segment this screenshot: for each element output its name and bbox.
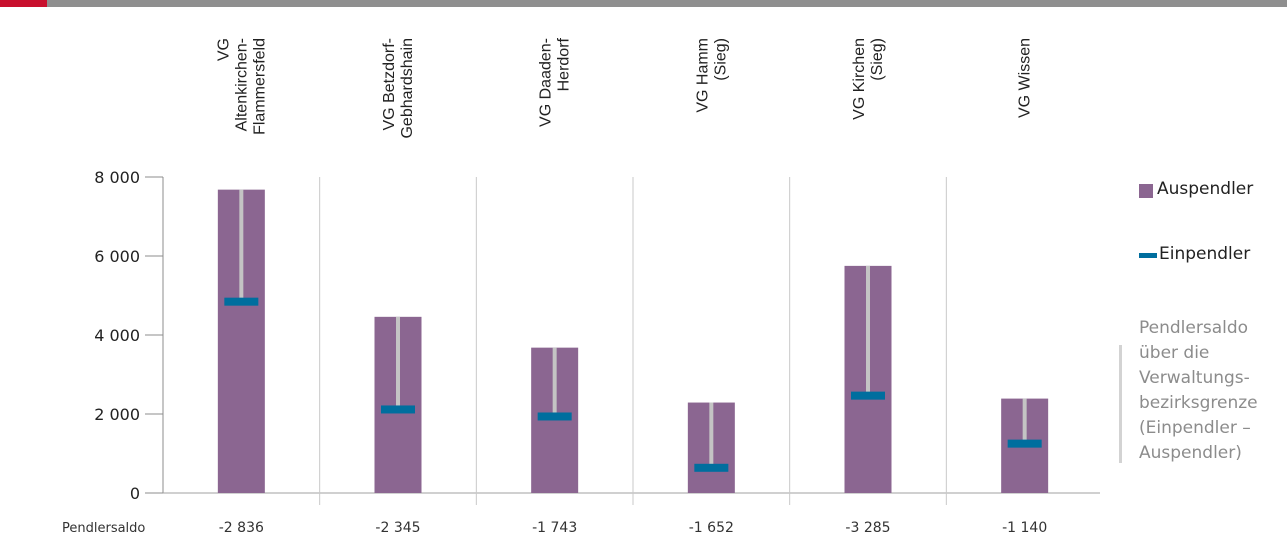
category-label: VG Daaden-Herdorf <box>538 37 573 126</box>
category-label: VG Wissen <box>1017 38 1034 118</box>
pendlersaldo-value: -1 743 <box>532 520 577 536</box>
category-label: VG Hamm(Sieg) <box>694 38 729 113</box>
header-accent <box>0 0 47 7</box>
legend-auspendler-swatch <box>1139 184 1153 198</box>
category-label: VGAltenkirchen-Flammersfeld <box>215 38 268 135</box>
pendlersaldo-value: -2 345 <box>375 520 420 536</box>
einpendler-marker <box>851 391 885 400</box>
einpendler-marker <box>537 412 572 421</box>
y-tick-label: 8 000 <box>94 168 140 187</box>
einpendler-marker <box>381 405 415 414</box>
einpendler-marker <box>1007 439 1042 448</box>
category-label: VG Kirchen(Sieg) <box>851 38 886 120</box>
pendlersaldo-value: -1 652 <box>689 520 734 536</box>
y-tick-label: 4 000 <box>94 326 140 345</box>
legend-einpendler-label: Einpendler <box>1159 244 1251 264</box>
y-tick-label: 6 000 <box>94 247 140 266</box>
y-tick-label: 0 <box>130 484 140 503</box>
pendlersaldo-value: -3 285 <box>845 520 890 536</box>
category-label: VG Betzdorf-Gebhardshain <box>381 38 416 139</box>
legend-einpendler-marker <box>1139 253 1157 258</box>
pendlersaldo-value: -1 140 <box>1002 520 1047 536</box>
annotation-divider <box>1119 345 1122 463</box>
saldo-annotation: Pendlersaldo über die Verwaltungs- bezir… <box>1139 318 1258 463</box>
legend-auspendler-label: Auspendler <box>1157 179 1254 199</box>
pendler-chart: 0 2 000 4 000 6 000 8 000 VGAltenkirchen-Flam… <box>62 37 1100 536</box>
einpendler-marker <box>694 463 729 472</box>
pendlersaldo-value: -2 836 <box>219 520 264 536</box>
pendlersaldo-row-label: Pendlersaldo <box>62 521 145 536</box>
header-bar <box>0 0 1287 7</box>
y-tick-label: 2 000 <box>94 405 140 424</box>
einpendler-marker <box>224 297 259 306</box>
